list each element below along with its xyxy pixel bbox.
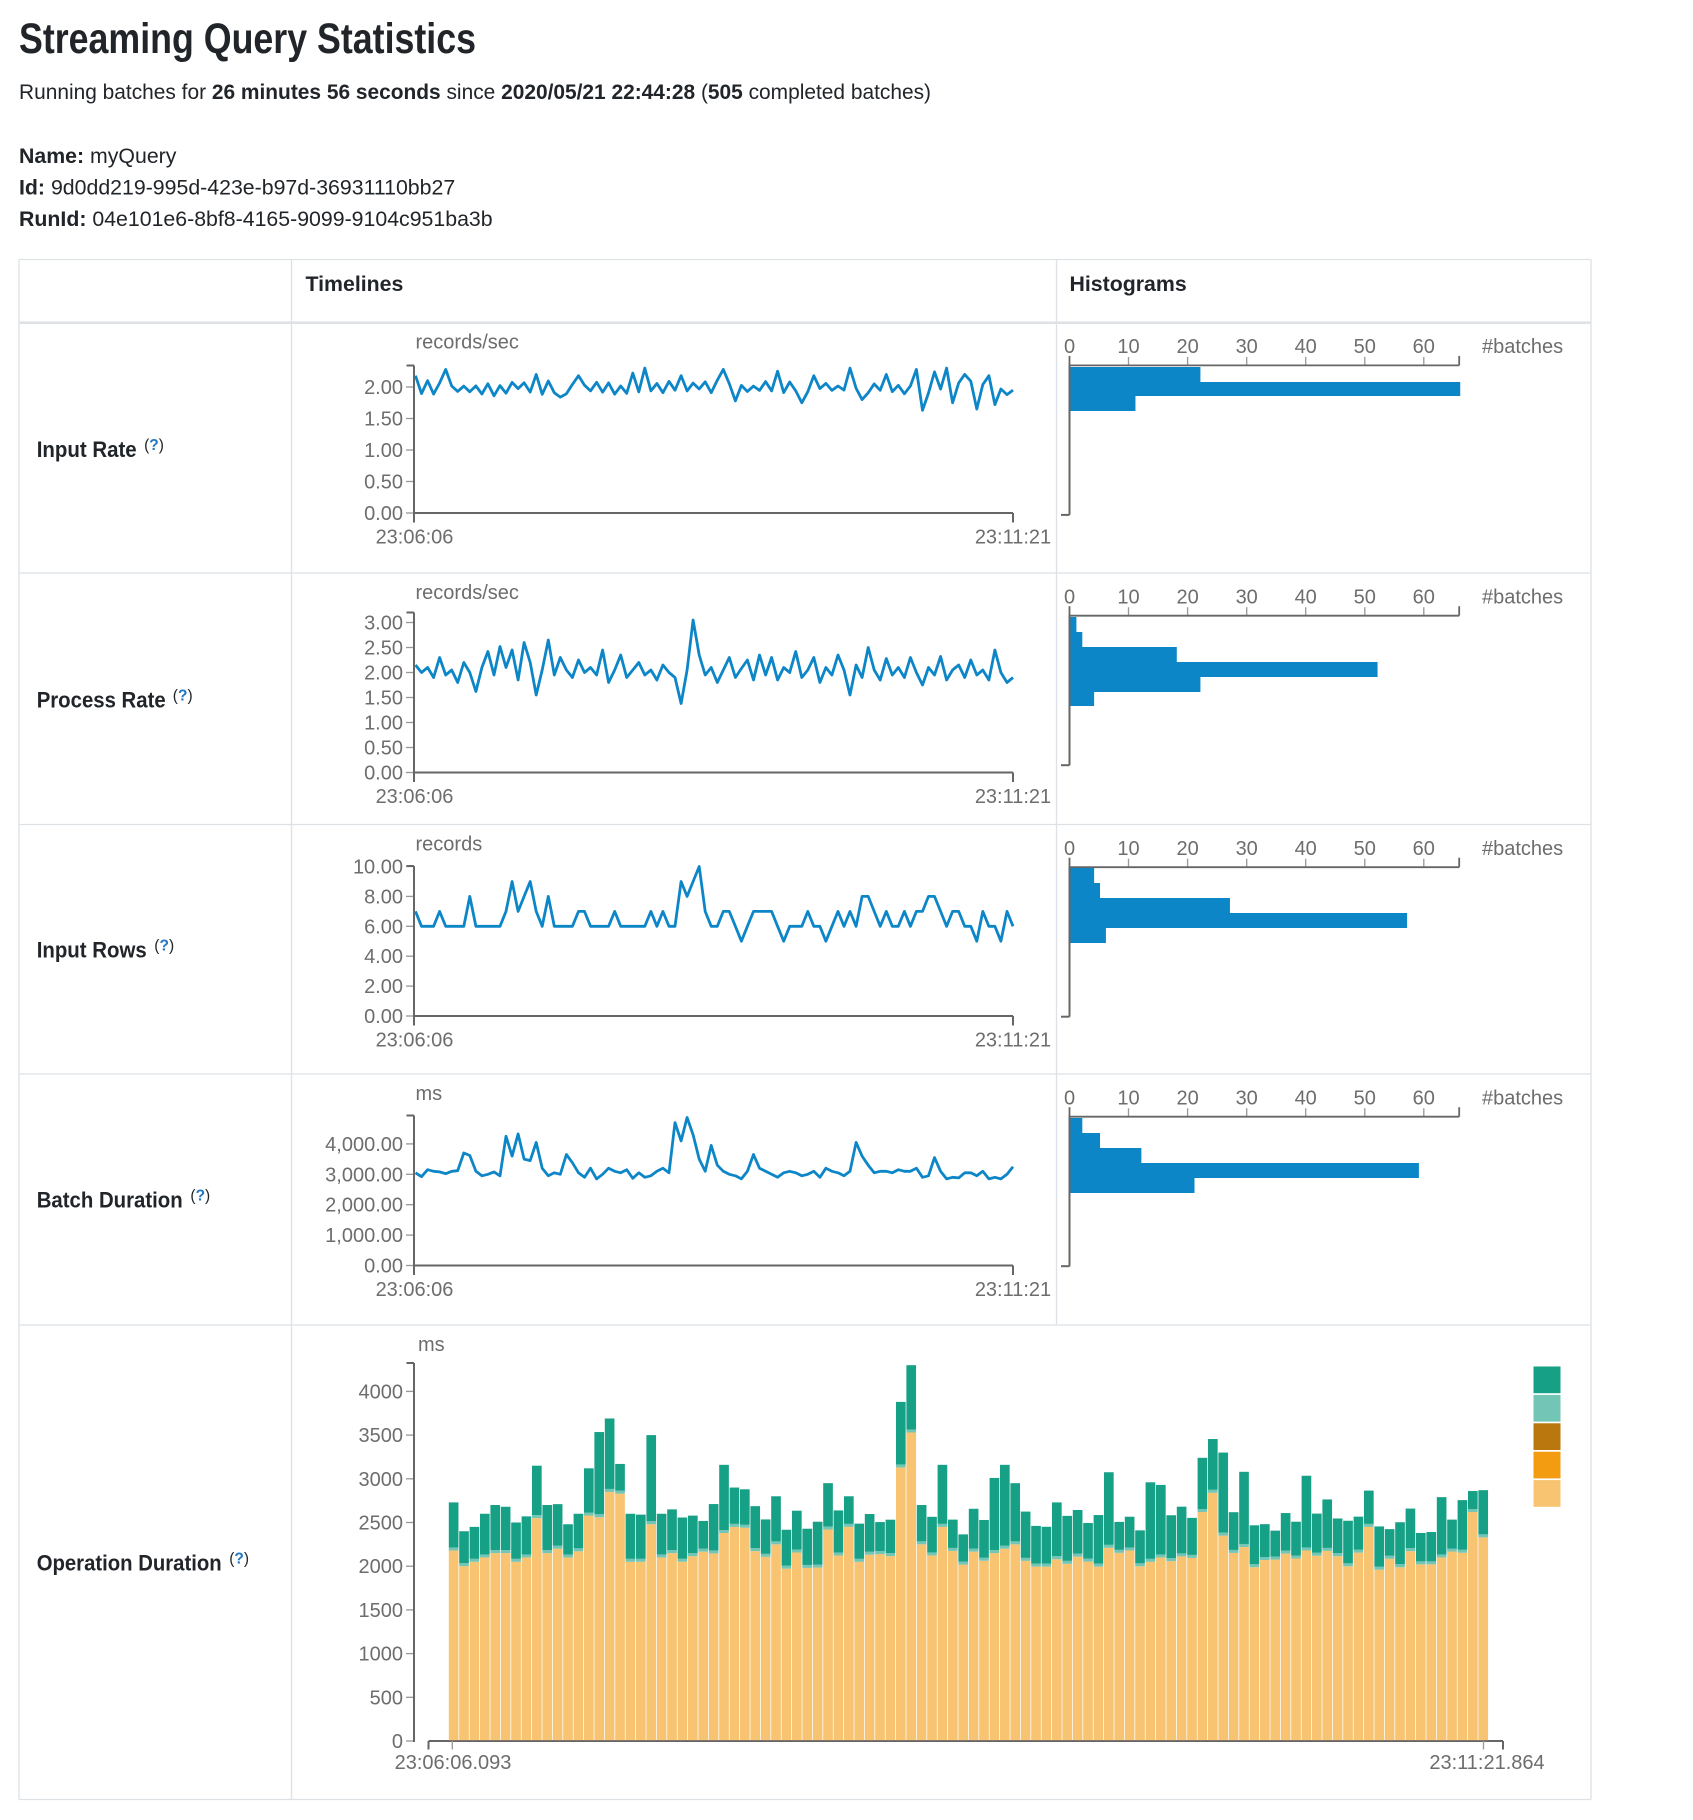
svg-text:Streaming Query Statistics: Streaming Query Statistics [19, 15, 476, 63]
svg-text:20: 20 [1176, 336, 1198, 358]
svg-text:Timelines: Timelines [306, 272, 404, 296]
svg-text:1500: 1500 [359, 1600, 404, 1622]
svg-text:50: 50 [1354, 838, 1376, 860]
svg-text:2000: 2000 [359, 1556, 404, 1578]
svg-text:20: 20 [1176, 1087, 1198, 1109]
svg-text:23:06:06.093: 23:06:06.093 [395, 1752, 512, 1774]
svg-text:Name: myQuery: Name: myQuery [19, 144, 177, 168]
svg-text:40: 40 [1295, 586, 1317, 608]
svg-text:10: 10 [1117, 1087, 1139, 1109]
svg-text:50: 50 [1354, 336, 1376, 358]
svg-text:500: 500 [370, 1687, 403, 1709]
svg-text:40: 40 [1295, 336, 1317, 358]
svg-text:3000: 3000 [359, 1469, 404, 1491]
svg-text:0: 0 [392, 1731, 403, 1753]
svg-text:6.00: 6.00 [364, 916, 403, 938]
svg-text:10: 10 [1117, 336, 1139, 358]
svg-text:10: 10 [1117, 838, 1139, 860]
svg-text:Input Rate: Input Rate [37, 437, 137, 462]
svg-text:23:06:06: 23:06:06 [376, 527, 454, 549]
svg-text:23:11:21: 23:11:21 [975, 527, 1051, 549]
svg-text:Process Rate: Process Rate [37, 688, 166, 713]
svg-text:records/sec: records/sec [416, 332, 519, 354]
svg-text:0.00: 0.00 [364, 503, 403, 525]
svg-text:Input Rows: Input Rows [37, 938, 147, 963]
svg-text:50: 50 [1354, 586, 1376, 608]
svg-text:10.00: 10.00 [353, 857, 403, 879]
svg-text:Batch Duration: Batch Duration [37, 1188, 183, 1213]
svg-text:60: 60 [1413, 336, 1435, 358]
svg-text:(?): (?) [154, 938, 174, 955]
svg-text:2.50: 2.50 [364, 638, 403, 660]
svg-text:0: 0 [1064, 1087, 1075, 1109]
svg-text:4,000.00: 4,000.00 [325, 1134, 403, 1156]
svg-text:0.00: 0.00 [364, 1006, 403, 1028]
svg-text:Histograms: Histograms [1070, 272, 1187, 296]
svg-text:Operation Duration: Operation Duration [37, 1551, 222, 1576]
svg-text:4000: 4000 [359, 1381, 404, 1403]
svg-text:records: records [416, 834, 483, 856]
svg-text:3.00: 3.00 [364, 613, 403, 635]
svg-text:3,000.00: 3,000.00 [325, 1164, 403, 1186]
svg-text:23:11:21: 23:11:21 [975, 1279, 1051, 1301]
svg-text:(?): (?) [173, 688, 193, 705]
svg-text:0.00: 0.00 [364, 1256, 403, 1278]
svg-text:4.00: 4.00 [364, 946, 403, 968]
svg-text:30: 30 [1236, 1087, 1258, 1109]
svg-text:30: 30 [1236, 336, 1258, 358]
svg-text:23:06:06: 23:06:06 [376, 1279, 454, 1301]
svg-text:records/sec: records/sec [416, 582, 519, 604]
svg-text:23:11:21: 23:11:21 [975, 786, 1051, 808]
svg-text:23:06:06: 23:06:06 [376, 1030, 454, 1052]
svg-text:60: 60 [1413, 1087, 1435, 1109]
svg-text:1.50: 1.50 [364, 688, 403, 710]
svg-text:60: 60 [1413, 586, 1435, 608]
svg-text:#batches: #batches [1482, 1087, 1563, 1109]
svg-text:23:06:06: 23:06:06 [376, 786, 454, 808]
svg-text:1.50: 1.50 [364, 409, 403, 431]
svg-text:30: 30 [1236, 586, 1258, 608]
svg-text:RunId: 04e101e6-8bf8-4165-9099: RunId: 04e101e6-8bf8-4165-9099-9104c951b… [19, 207, 493, 231]
svg-text:Id: 9d0dd219-995d-423e-b97d-36: Id: 9d0dd219-995d-423e-b97d-36931110bb27 [19, 176, 455, 200]
svg-text:#batches: #batches [1482, 838, 1563, 860]
svg-text:1.00: 1.00 [364, 440, 403, 462]
svg-text:1,000.00: 1,000.00 [325, 1225, 403, 1247]
svg-text:2.00: 2.00 [364, 377, 403, 399]
svg-text:50: 50 [1354, 1087, 1376, 1109]
svg-text:#batches: #batches [1482, 336, 1563, 358]
svg-text:60: 60 [1413, 838, 1435, 860]
svg-text:20: 20 [1176, 838, 1198, 860]
svg-text:0: 0 [1064, 336, 1075, 358]
svg-text:23:11:21.864: 23:11:21.864 [1429, 1752, 1544, 1774]
svg-text:40: 40 [1295, 1087, 1317, 1109]
svg-text:40: 40 [1295, 838, 1317, 860]
svg-text:(?): (?) [229, 1551, 249, 1568]
svg-text:0: 0 [1064, 838, 1075, 860]
svg-text:1.00: 1.00 [364, 713, 403, 735]
svg-text:2,000.00: 2,000.00 [325, 1195, 403, 1217]
svg-text:(?): (?) [190, 1188, 210, 1205]
svg-text:30: 30 [1236, 838, 1258, 860]
svg-text:2.00: 2.00 [364, 976, 403, 998]
svg-text:20: 20 [1176, 586, 1198, 608]
svg-text:ms: ms [416, 1083, 443, 1105]
svg-text:8.00: 8.00 [364, 886, 403, 908]
svg-text:0.00: 0.00 [364, 763, 403, 785]
svg-text:10: 10 [1117, 586, 1139, 608]
svg-text:2.00: 2.00 [364, 663, 403, 685]
svg-text:0.50: 0.50 [364, 472, 403, 494]
svg-text:1000: 1000 [359, 1644, 404, 1666]
svg-text:(?): (?) [144, 437, 164, 454]
svg-text:2500: 2500 [359, 1513, 404, 1535]
svg-text:#batches: #batches [1482, 586, 1563, 608]
svg-text:3500: 3500 [359, 1425, 404, 1447]
svg-text:ms: ms [418, 1334, 445, 1356]
svg-text:0: 0 [1064, 586, 1075, 608]
svg-text:0.50: 0.50 [364, 738, 403, 760]
svg-text:Running batches for 26 minutes: Running batches for 26 minutes 56 second… [19, 80, 931, 104]
svg-text:23:11:21: 23:11:21 [975, 1030, 1051, 1052]
